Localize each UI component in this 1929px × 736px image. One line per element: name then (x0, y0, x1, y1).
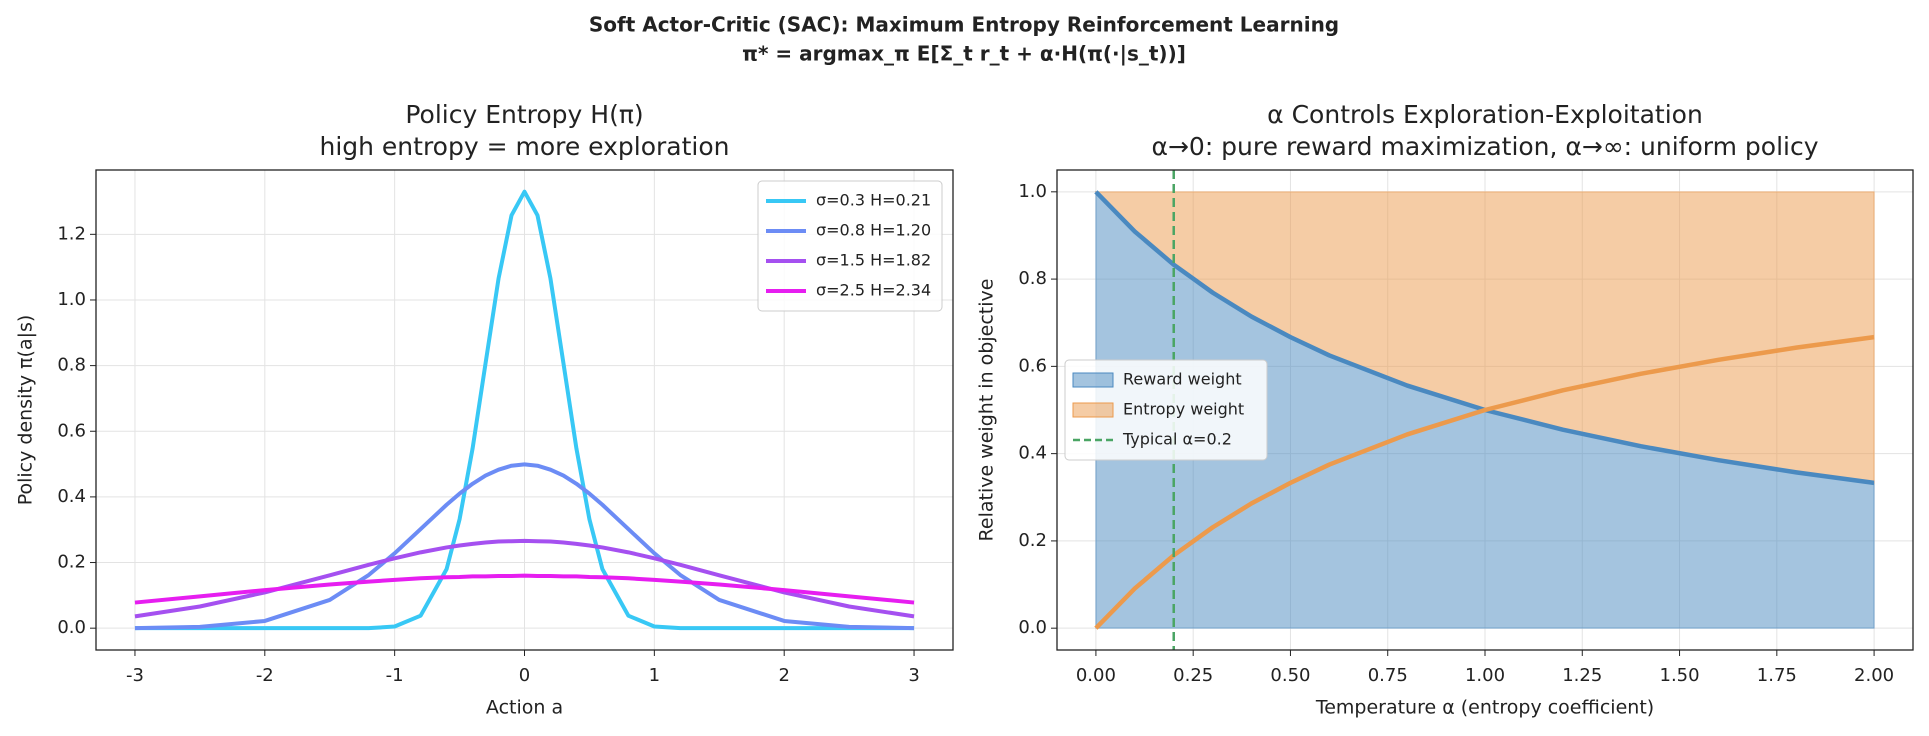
y-tick-label: 1.0 (57, 289, 86, 310)
y-tick-label: 1.2 (57, 223, 86, 244)
x-tick-label: 1.25 (1562, 665, 1602, 686)
subplot-title: Policy Entropy H(π) (405, 100, 643, 129)
legend-swatch (1072, 372, 1114, 388)
legend-label: Entropy weight (1123, 400, 1244, 419)
suptitle: Soft Actor-Critic (SAC): Maximum Entropy… (589, 13, 1339, 37)
y-tick-label: 0.4 (57, 486, 86, 507)
x-tick-label: -1 (386, 665, 404, 686)
x-tick-label: -2 (256, 665, 274, 686)
legend-label: σ=0.8 H=1.20 (816, 221, 931, 240)
y-axis-label: Policy density π(a|s) (15, 315, 37, 506)
x-tick-label: 0.75 (1368, 665, 1408, 686)
subplot: α Controls Exploration-Exploitation α→0: … (976, 100, 1914, 719)
subplot: Policy Entropy H(π) high entropy = more e… (15, 100, 954, 719)
line (134, 538, 915, 619)
legend-box (1064, 359, 1268, 461)
legend-label: Reward weight (1123, 370, 1242, 389)
legend: σ=0.3 H=0.21 σ=0.8 H=1.20 σ=1.5 H=1.82 σ=2.… (757, 180, 943, 312)
y-tick-label: 0.0 (57, 617, 86, 638)
legend-box (757, 180, 943, 312)
x-tick-label: 3 (908, 665, 919, 686)
legend-label: σ=1.5 H=1.82 (816, 251, 931, 270)
y-tick-label: 0.0 (1018, 617, 1047, 638)
y-tick-label: 0.6 (57, 420, 86, 441)
line (1094, 334, 1875, 630)
x-tick-label: 0.00 (1076, 665, 1116, 686)
y-tick-label: 0.6 (1018, 355, 1047, 376)
y-tick-label: 0.8 (1018, 268, 1047, 289)
y-tick-label: 0.4 (1018, 443, 1047, 464)
line (134, 462, 915, 631)
x-tick-label: -3 (126, 665, 144, 686)
x-tick-label: 0.25 (1173, 665, 1213, 686)
suptitle: π* = argmax_π E[Σ_t r_t + α·H(π(·|s_t))] (742, 42, 1186, 66)
legend-label: Typical α=0.2 (1122, 430, 1232, 449)
x-tick-label: 2 (778, 665, 789, 686)
x-axis-label: Temperature α (entropy coefficient) (1315, 697, 1654, 719)
legend-swatch (1072, 402, 1114, 418)
y-tick-label: 0.2 (1018, 530, 1047, 551)
axes-frame (95, 169, 954, 651)
x-tick-label: 0 (519, 665, 530, 686)
x-tick-label: 1.75 (1757, 665, 1797, 686)
subplot-title: α→0: pure reward maximization, α→∞: unif… (1151, 132, 1818, 161)
x-axis-label: Action a (486, 697, 563, 719)
axes-frame (1056, 169, 1914, 651)
line (134, 189, 915, 631)
legend-label: σ=2.5 H=2.34 (816, 281, 931, 300)
x-tick-label: 1 (649, 665, 660, 686)
x-tick-label: 1.50 (1660, 665, 1700, 686)
x-tick-label: 0.50 (1270, 665, 1310, 686)
legend-label: σ=0.3 H=0.21 (816, 191, 931, 210)
legend: Reward weight Entropy weight Typical α=0.2 (1064, 359, 1268, 461)
subplot-title: α Controls Exploration-Exploitation (1267, 100, 1703, 129)
y-tick-label: 0.8 (57, 355, 86, 376)
y-tick-label: 1.0 (1018, 181, 1047, 202)
y-axis-label: Relative weight in objective (976, 279, 998, 542)
x-tick-label: 1.00 (1465, 665, 1505, 686)
subplot-title: high entropy = more exploration (319, 132, 729, 161)
y-tick-label: 0.2 (57, 552, 86, 573)
line (1094, 190, 1875, 486)
line (134, 573, 915, 605)
x-tick-label: 2.00 (1854, 665, 1894, 686)
